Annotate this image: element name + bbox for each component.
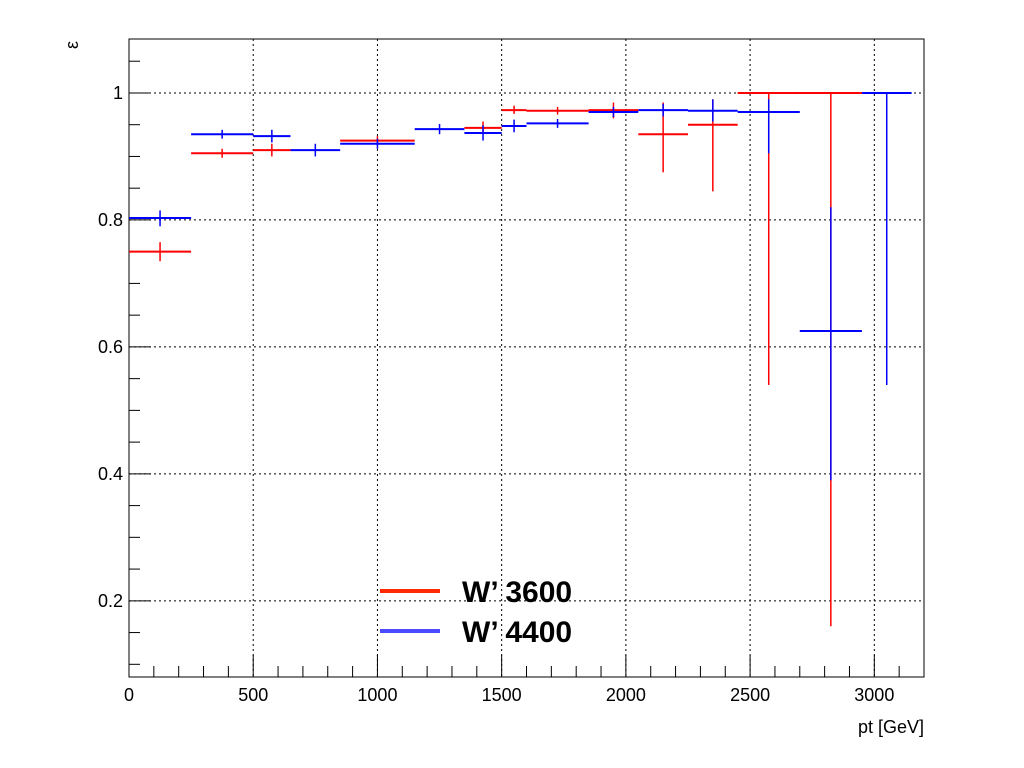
legend: W’ 3600 W’ 4400 [380,576,572,649]
x-tick-label: 2500 [730,685,770,705]
data-point [526,106,589,115]
data-point [191,148,254,158]
data-point [340,138,415,149]
x-tick-label: 1000 [357,685,397,705]
y-tick-label: 0.8 [98,210,123,230]
legend-label-w-3600: W’ 3600 [462,576,572,609]
axis-tick-labels: 0 500 1000 1500 2000 2500 3000 0.2 0.4 0.6 0.8 1 [98,83,894,705]
series-1 [129,91,912,481]
x-tick-label: 500 [238,685,268,705]
series-0 [129,91,862,627]
data-point [799,207,862,481]
x-tick-label: 1500 [482,685,522,705]
data-point [501,119,527,133]
legend-label-w-4400: W’ 4400 [462,616,572,649]
data-point [687,99,738,122]
data-point [464,125,502,141]
y-tick-label: 0.6 [98,337,123,357]
data-point [501,105,527,114]
y-tick-label: 0.4 [98,464,123,484]
data-point [638,103,688,117]
y-axis-title: ε [62,41,82,49]
data-point [253,143,291,157]
data-point [290,143,341,157]
x-tick-label: 3000 [854,685,894,705]
y-tick-label: 1 [113,83,123,103]
x-axis-title: pt [GeV] [858,717,924,737]
data-point [191,129,254,139]
data-point [129,242,192,262]
data-point [414,124,465,135]
data-point [129,210,192,227]
x-tick-label: 2000 [606,685,646,705]
data-point [526,118,589,128]
axis-ticks [128,60,900,677]
data-series [129,91,912,627]
data-point [737,99,800,154]
x-tick-label: 0 [124,685,134,705]
data-point [588,106,639,118]
data-point [253,129,291,143]
y-tick-label: 0.2 [98,591,123,611]
data-point [861,91,912,385]
